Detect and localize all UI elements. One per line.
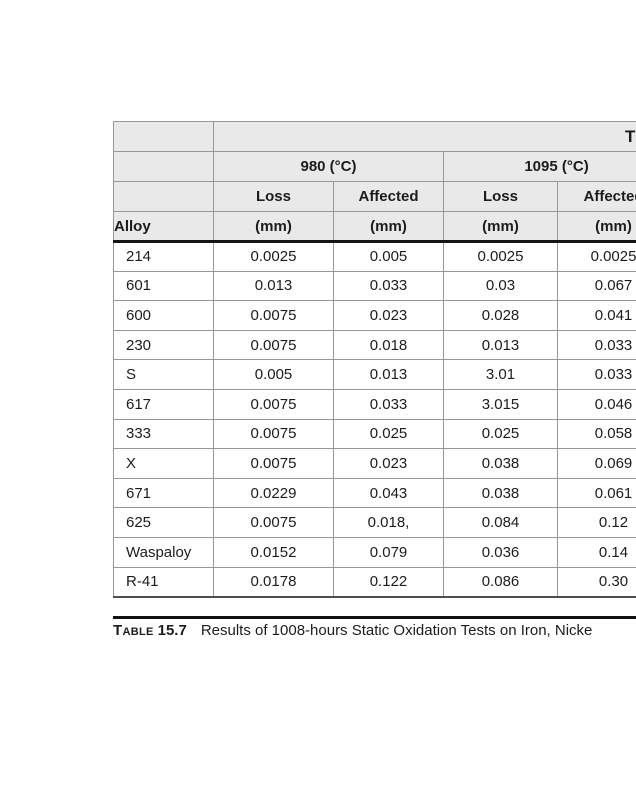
value-cell: 0.038	[443, 448, 558, 479]
value-cell: 0.12	[556, 507, 636, 538]
value-cell: 0.0075	[213, 300, 334, 331]
value-cell: 0.023	[333, 448, 444, 479]
table-row: 600 0.0075 0.023 0.028 0.041	[113, 300, 636, 331]
table-row: 671 0.0229 0.043 0.038 0.061	[113, 477, 636, 509]
value-cell: 0.03	[443, 270, 558, 302]
col-header-loss-980: Loss	[213, 181, 334, 212]
value-cell: 0.122	[333, 566, 444, 598]
value-cell: 0.046	[556, 388, 636, 420]
alloy-cell: 333	[113, 418, 214, 450]
table-row: X 0.0075 0.023 0.038 0.069	[113, 448, 636, 479]
table-header-row-temps: 980 (°C) 1095 (°C)	[113, 151, 636, 182]
value-cell: 0.028	[443, 300, 558, 331]
value-cell: 0.036	[443, 536, 558, 568]
value-cell: 0.0178	[213, 566, 334, 598]
table-header-row-measures: Loss Affected Loss Affected	[113, 181, 636, 212]
table-row: 333 0.0075 0.025 0.025 0.058	[113, 418, 636, 450]
alloy-cell: 600	[113, 300, 214, 331]
value-cell: 0.033	[333, 270, 444, 302]
value-cell: 0.0025	[556, 241, 636, 272]
caption-label: Table	[113, 622, 154, 639]
value-cell: 0.30	[556, 566, 636, 598]
col-header-affected-1095: Affected	[556, 181, 636, 212]
value-cell: 0.013	[333, 359, 444, 390]
unit-header: (mm)	[443, 211, 558, 243]
alloy-cell: 601	[113, 270, 214, 302]
value-cell: 0.0152	[213, 536, 334, 568]
alloy-cell: Waspaloy	[113, 536, 214, 568]
value-cell: 0.0075	[213, 448, 334, 479]
value-cell: 0.041	[556, 300, 636, 331]
table-row: 230 0.0075 0.018 0.013 0.033	[113, 329, 636, 361]
value-cell: 0.079	[333, 536, 444, 568]
top-span-header-fragment: T	[625, 126, 636, 146]
alloy-cell: 214	[113, 241, 214, 272]
value-cell: 3.015	[443, 388, 558, 420]
alloy-cell: 625	[113, 507, 214, 538]
table-row: Waspaloy 0.0152 0.079 0.036 0.14	[113, 536, 636, 568]
oxidation-results-table: T 980 (°C) 1095 (°C) Loss Affected Loss …	[113, 121, 636, 598]
col-header-loss-1095: Loss	[443, 181, 558, 212]
unit-header: (mm)	[333, 211, 444, 243]
col-header-affected-980: Affected	[333, 181, 444, 212]
value-cell: 0.0229	[213, 477, 334, 509]
temp-header-1095: 1095 (°C)	[442, 151, 636, 182]
unit-header: (mm)	[556, 211, 636, 243]
corner-empty-cell	[113, 121, 214, 152]
value-cell: 0.0075	[213, 329, 334, 361]
value-cell: 0.005	[333, 241, 444, 272]
value-cell: 0.013	[213, 270, 334, 302]
col-header-alloy: Alloy	[113, 211, 214, 243]
empty-cell	[113, 181, 214, 212]
alloy-cell: S	[113, 359, 214, 390]
empty-cell	[113, 151, 214, 182]
caption-rule	[113, 616, 636, 619]
table-row: 601 0.013 0.033 0.03 0.067	[113, 270, 636, 302]
caption-text: Results of 1008-hours Static Oxidation T…	[200, 622, 593, 639]
table-row: S 0.005 0.013 3.01 0.033	[113, 359, 636, 390]
value-cell: 0.086	[443, 566, 558, 598]
value-cell: 0.033	[556, 359, 636, 390]
table-header-row-top: T	[113, 121, 636, 152]
alloy-cell: 671	[113, 477, 214, 509]
value-cell: 0.14	[556, 536, 636, 568]
value-cell: 0.067	[556, 270, 636, 302]
value-cell: 0.025	[443, 418, 558, 450]
table-row: 625 0.0075 0.018, 0.084 0.12	[113, 507, 636, 538]
value-cell: 0.061	[556, 477, 636, 509]
value-cell: 0.033	[333, 388, 444, 420]
value-cell: 0.025	[333, 418, 444, 450]
table-row: R-41 0.0178 0.122 0.086 0.30	[113, 566, 636, 598]
value-cell: 0.084	[443, 507, 558, 538]
value-cell: 0.005	[213, 359, 334, 390]
value-cell: 0.013	[443, 329, 558, 361]
table-row: 214 0.0025 0.005 0.0025 0.0025	[113, 241, 636, 272]
value-cell: 0.0075	[213, 418, 334, 450]
value-cell: 0.0025	[213, 241, 334, 272]
value-cell: 0.043	[333, 477, 444, 509]
table-caption: Table 15.7 Results of 1008-hours Static Ox…	[113, 622, 636, 639]
value-cell: 0.018	[333, 329, 444, 361]
value-cell: 3.01	[443, 359, 558, 390]
value-cell: 0.0025	[443, 241, 558, 272]
top-span-header: T	[212, 121, 636, 152]
value-cell: 0.069	[556, 448, 636, 479]
caption-number: 15.7	[157, 622, 187, 639]
value-cell: 0.033	[556, 329, 636, 361]
alloy-cell: R-41	[113, 566, 214, 598]
value-cell: 0.058	[556, 418, 636, 450]
alloy-cell: 617	[113, 388, 214, 420]
value-cell: 0.023	[333, 300, 444, 331]
alloy-cell: 230	[113, 329, 214, 361]
alloy-cell: X	[113, 448, 214, 479]
table-row: 617 0.0075 0.033 3.015 0.046	[113, 388, 636, 420]
value-cell: 0.038	[443, 477, 558, 509]
unit-header: (mm)	[213, 211, 334, 243]
value-cell: 0.0075	[213, 388, 334, 420]
temp-header-980: 980 (°C)	[213, 151, 444, 182]
table-header-row-units: Alloy (mm) (mm) (mm) (mm)	[113, 211, 636, 243]
value-cell: 0.018,	[333, 507, 444, 538]
value-cell: 0.0075	[213, 507, 334, 538]
